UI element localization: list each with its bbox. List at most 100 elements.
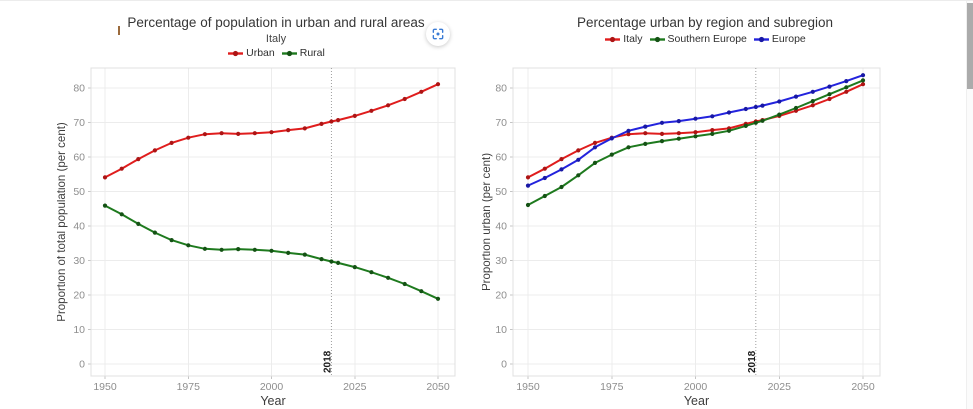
data-point (169, 140, 174, 145)
data-point (102, 175, 108, 180)
data-point (844, 79, 849, 84)
data-point (542, 193, 547, 199)
series-southern-europe[interactable] (525, 78, 866, 208)
data-point (559, 184, 564, 190)
series-urban[interactable] (102, 82, 441, 180)
data-point (576, 157, 581, 162)
plot-border (512, 67, 881, 377)
y-axis-title: Proportion urban (per cent) (482, 153, 493, 291)
data-point (676, 136, 681, 141)
data-point (609, 136, 614, 141)
y-tick-label: 40 (73, 221, 85, 233)
data-point (860, 78, 866, 83)
plot-area-urban-rural[interactable]: 0 10 20 30 40 50 60 70 80 1950 1975 2000 2025 2050 201… (57, 60, 469, 408)
plot-area-regions[interactable]: 0 10 20 30 40 50 60 70 80 1950 1975 2000 2025 2050 201… (482, 60, 888, 408)
data-point (102, 203, 108, 208)
series-europe[interactable] (525, 73, 866, 188)
data-point (760, 103, 765, 108)
data-point (827, 92, 832, 97)
series-line (104, 83, 439, 179)
data-point (386, 103, 391, 108)
data-point (202, 132, 207, 137)
vline-label: 2018 (322, 350, 333, 373)
data-point (693, 130, 698, 135)
data-point (753, 120, 758, 125)
data-point (525, 183, 531, 188)
legend-key-icon (228, 50, 244, 56)
data-point (219, 247, 224, 252)
data-point (329, 119, 334, 124)
data-point (710, 114, 715, 119)
data-point (236, 247, 241, 252)
data-point (435, 82, 441, 87)
data-point (286, 250, 291, 255)
data-point (352, 113, 357, 118)
legend-key-icon (753, 36, 769, 42)
y-tick-label: 10 (73, 324, 85, 336)
data-point (559, 167, 564, 172)
y-tick-label: 30 (495, 255, 507, 267)
data-point (626, 128, 631, 133)
data-point (402, 96, 407, 102)
data-point (186, 135, 191, 140)
data-point (810, 103, 815, 108)
legend: Italy Southern Europe Europe (482, 32, 888, 46)
data-point (710, 128, 715, 133)
legend-item-southern-europe[interactable]: Southern Europe (649, 33, 747, 45)
data-point (435, 296, 441, 301)
data-point (136, 221, 141, 226)
legend-label: Rural (299, 47, 325, 59)
series-line (527, 79, 864, 206)
data-point (352, 265, 357, 270)
legend-item-italy[interactable]: Italy (604, 33, 643, 45)
x-tick-label: 1950 (516, 381, 540, 393)
data-point (777, 99, 782, 104)
data-point (609, 152, 614, 157)
data-point (592, 140, 598, 145)
data-point (119, 212, 124, 217)
data-point (542, 175, 547, 181)
data-point (743, 123, 748, 128)
x-tick-label: 2050 (851, 381, 875, 393)
x-tick-label: 2025 (343, 381, 367, 393)
legend-item-rural[interactable]: Rural (281, 47, 325, 59)
scrollbar-track[interactable] (966, 1, 973, 409)
data-point (626, 132, 631, 137)
legend-item-urban[interactable]: Urban (227, 47, 275, 59)
y-tick-label: 20 (495, 290, 507, 302)
data-point (419, 89, 424, 94)
data-point (693, 134, 698, 139)
y-tick-label: 60 (73, 152, 85, 164)
data-point (236, 131, 241, 136)
x-tick-label: 2000 (260, 381, 284, 393)
data-point (643, 131, 648, 136)
data-point (659, 131, 665, 136)
legend-label: Europe (771, 33, 806, 45)
x-tick-label: 1975 (177, 381, 201, 393)
chart-urban-rural: Percentage of population in urban and ru… (57, 13, 469, 408)
legend-item-europe[interactable]: Europe (753, 33, 806, 45)
y-tick-label: 70 (73, 117, 85, 129)
x-tick-label: 1975 (600, 381, 624, 393)
y-axis-title: Proportion of total population (per cent… (57, 122, 68, 322)
data-point (743, 106, 748, 112)
y-tick-label: 60 (495, 152, 507, 164)
x-axis-title: Year (260, 394, 285, 408)
data-point (760, 118, 765, 123)
data-point (810, 89, 815, 94)
data-point (336, 260, 341, 265)
scrollbar-thumb[interactable] (967, 3, 973, 89)
data-point (286, 128, 291, 133)
data-point (119, 166, 124, 171)
data-point (336, 118, 341, 123)
legend-key-icon (605, 36, 621, 42)
chart-focus-button[interactable] (426, 22, 450, 46)
chart-regions: Percentage urban by region and subregion… (482, 13, 888, 408)
data-point (626, 145, 631, 150)
series-rural[interactable] (102, 203, 441, 301)
data-point (186, 243, 191, 248)
y-tick-label: 10 (495, 324, 507, 336)
x-tick-label: 2000 (684, 381, 708, 393)
data-point (710, 131, 715, 136)
